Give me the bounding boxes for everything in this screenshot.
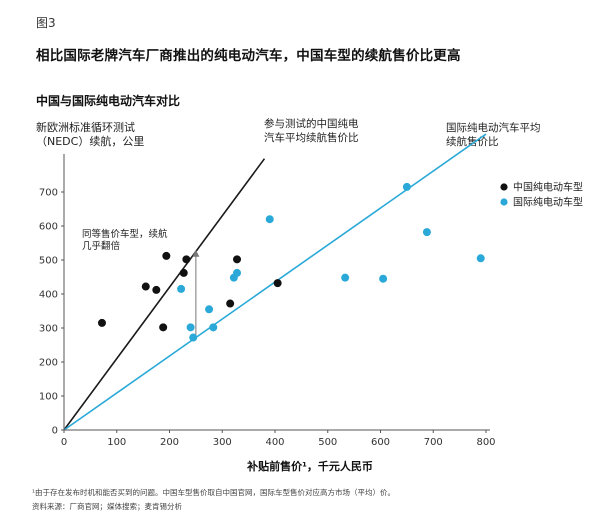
china-data-point bbox=[159, 323, 168, 332]
y-tick-label: 600 bbox=[39, 222, 58, 233]
cn-line-annotation-line2: 汽车平均续航售价比 bbox=[264, 132, 359, 144]
x-tick-label: 0 bbox=[61, 437, 67, 448]
y-tick-label: 0 bbox=[52, 426, 58, 437]
cn-line-annotation: 参与测试的中国纯电 汽车平均续航售价比 bbox=[264, 117, 359, 145]
china-data-point bbox=[233, 255, 242, 264]
cn-line-annotation-line1: 参与测试的中国纯电 bbox=[264, 118, 359, 130]
x-tick-label: 600 bbox=[371, 437, 390, 448]
x-axis-label: 补贴前售价¹，千元人民币 bbox=[246, 459, 373, 473]
intl-line-annotation-line2: 续航售价比 bbox=[446, 136, 499, 148]
intl-data-point bbox=[341, 273, 350, 282]
y-axis-label-line1: 新欧洲标准循环测试 bbox=[36, 121, 135, 134]
intl-line-annotation: 国际纯电动汽车平均 续航售价比 bbox=[446, 121, 541, 149]
intl-data-point bbox=[379, 274, 388, 283]
data-points bbox=[97, 182, 485, 342]
cn_line-trend bbox=[63, 158, 266, 431]
legend-marker bbox=[500, 183, 508, 191]
axes: 0 100 200 300 400 500 600 700 800 0 100 200 300 400 50… bbox=[39, 154, 496, 448]
footnote: ¹由于存在发布时机和能否买到的问题。中国车型售价取自中国官网，国际车型售价对应高… bbox=[32, 488, 396, 497]
y-tick-label: 500 bbox=[39, 256, 58, 267]
china-data-point bbox=[97, 318, 106, 327]
intl-line-annotation-line1: 国际纯电动汽车平均 bbox=[446, 122, 541, 134]
y-tick-label: 100 bbox=[39, 392, 58, 403]
china-data-point bbox=[182, 255, 191, 264]
intl-data-point bbox=[209, 323, 218, 332]
intl-data-point bbox=[233, 268, 242, 277]
x-tick-label: 200 bbox=[160, 437, 179, 448]
china-data-point bbox=[226, 299, 235, 308]
intl-data-point bbox=[186, 323, 195, 332]
x-tick-label: 500 bbox=[318, 437, 337, 448]
source-note: 资料来源：厂商官网；媒体搜索；麦肯锡分析 bbox=[32, 502, 182, 511]
y-tick-label: 300 bbox=[39, 324, 58, 335]
chart-subtitle: 中国与国际纯电动汽车对比 bbox=[36, 94, 181, 108]
x-tick-label: 100 bbox=[107, 437, 126, 448]
china-data-point bbox=[162, 251, 171, 260]
x-tick-label: 700 bbox=[424, 437, 443, 448]
china-data-point bbox=[179, 268, 188, 277]
intl-data-point bbox=[476, 254, 485, 263]
legend-marker bbox=[500, 198, 508, 206]
same-price-annotation-line2: 几乎翻倍 bbox=[82, 241, 121, 252]
legend-label: 国际纯电动车型 bbox=[513, 196, 583, 209]
same-price-annotation: 同等售价车型，续航 几乎翻倍 bbox=[82, 229, 168, 253]
x-tick-label: 800 bbox=[476, 437, 495, 448]
y-tick-label: 400 bbox=[39, 290, 58, 301]
same-price-annotation-line1: 同等售价车型，续航 bbox=[82, 229, 168, 240]
y-tick-label: 700 bbox=[39, 188, 58, 199]
legend-label: 中国纯电动车型 bbox=[513, 181, 583, 194]
arrow-head bbox=[192, 249, 200, 257]
x-tick-label: 400 bbox=[265, 437, 284, 448]
china-data-point bbox=[273, 279, 282, 288]
intl-data-point bbox=[422, 228, 431, 237]
y-axis-label-line2: （NEDC）续航，公里 bbox=[36, 135, 145, 148]
intl-data-point bbox=[189, 333, 198, 342]
reference-arrow bbox=[192, 249, 200, 338]
intl-data-point bbox=[265, 215, 274, 224]
intl-data-point bbox=[177, 284, 186, 293]
intl-data-point bbox=[402, 182, 411, 191]
figure-label: 图3 bbox=[36, 16, 56, 30]
intl-data-point bbox=[205, 305, 214, 314]
china-data-point bbox=[152, 285, 161, 294]
figure-title: 相比国际老牌汽车厂商推出的纯电动汽车，中国车型的续航售价比更高 bbox=[36, 48, 461, 64]
x-tick-label: 300 bbox=[213, 437, 232, 448]
china-data-point bbox=[141, 282, 150, 291]
y-tick-label: 200 bbox=[39, 358, 58, 369]
